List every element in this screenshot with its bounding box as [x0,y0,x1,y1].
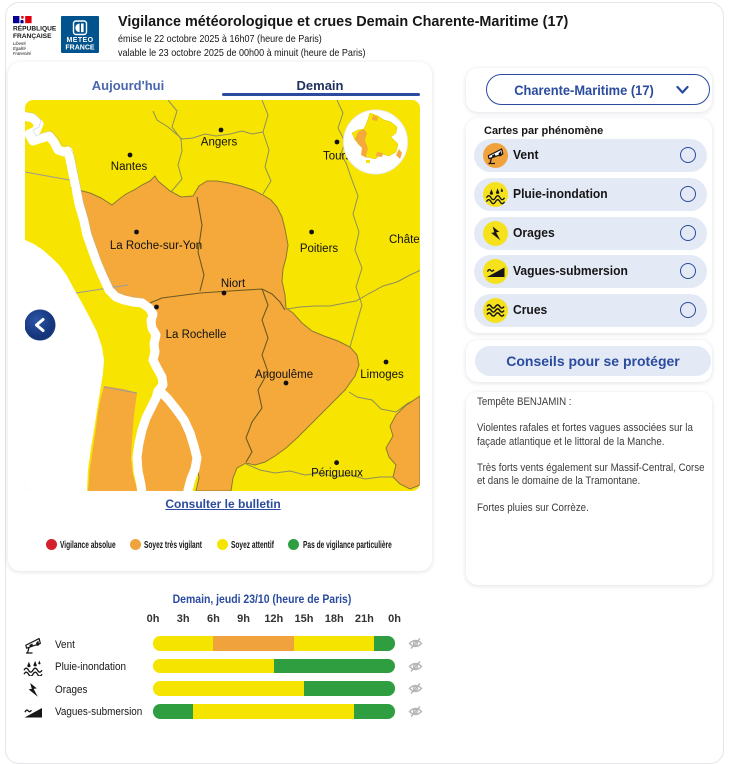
svg-text:Liberté: Liberté [13,41,26,46]
svg-text:Angers: Angers [201,137,238,149]
svg-text:Angoulême: Angoulême [255,369,313,381]
svg-text:RÉPUBLIQUE: RÉPUBLIQUE [13,24,57,33]
svg-text:Nantes: Nantes [111,161,148,173]
svg-text:Châteauroux: Châteauroux [389,234,420,246]
svg-text:Tours: Tours [323,151,351,163]
svg-text:Périgueux: Périgueux [311,468,363,480]
svg-text:Niort: Niort [221,278,246,290]
svg-text:Fraternité: Fraternité [13,51,32,56]
svg-text:FRANCE: FRANCE [65,45,94,52]
svg-text:Poitiers: Poitiers [300,243,339,255]
svg-text:La Rochelle: La Rochelle [166,329,227,341]
svg-text:FRANÇAISE: FRANÇAISE [13,33,52,40]
svg-text:Limoges: Limoges [360,369,404,381]
svg-text:La Roche-sur-Yon: La Roche-sur-Yon [110,240,202,252]
svg-text:Égalité: Égalité [13,46,26,51]
svg-text:METEO: METEO [67,37,94,44]
